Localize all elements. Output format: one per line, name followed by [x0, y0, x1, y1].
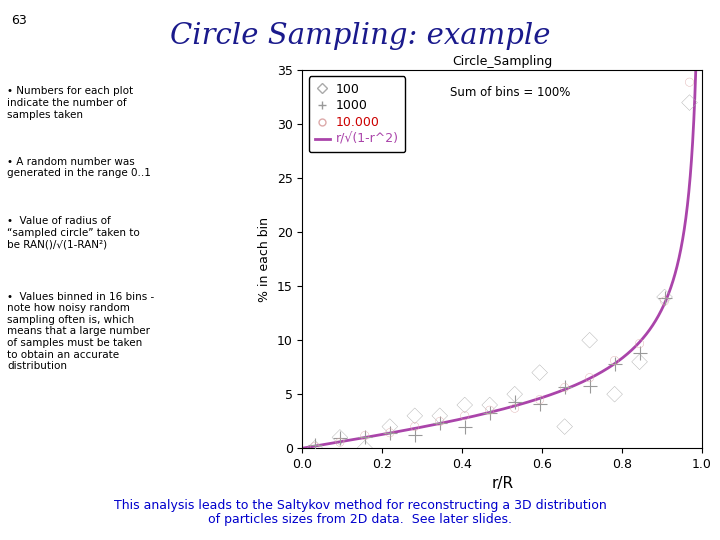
Point	[409, 411, 420, 420]
Point	[359, 444, 371, 453]
Point	[684, 42, 696, 51]
Point	[309, 444, 320, 453]
Point	[659, 294, 670, 302]
Point	[334, 438, 346, 447]
Point	[334, 433, 346, 442]
Legend: 100, 1000, 10.000, r/√(1-r^2): 100, 1000, 10.000, r/√(1-r^2)	[309, 77, 405, 152]
Point	[684, 78, 696, 86]
Point	[409, 431, 420, 440]
Text: • A random number was
generated in the range 0..1: • A random number was generated in the r…	[7, 157, 151, 178]
Text: Circle Sampling: example: Circle Sampling: example	[170, 22, 550, 50]
Point	[584, 336, 595, 345]
Point	[484, 406, 495, 415]
Point	[484, 401, 495, 409]
Point	[559, 422, 570, 431]
Text: • Numbers for each plot
indicate the number of
samples taken: • Numbers for each plot indicate the num…	[7, 86, 133, 119]
Y-axis label: % in each bin: % in each bin	[258, 217, 271, 302]
Point	[659, 293, 670, 301]
Point	[684, 98, 696, 107]
Point	[309, 441, 320, 449]
Text: •  Values binned in 16 bins -
note how noisy random
sampling often is, which
mea: • Values binned in 16 bins - note how no…	[7, 292, 155, 371]
Point	[309, 442, 320, 451]
Point	[609, 360, 621, 368]
Point	[384, 429, 395, 437]
Point	[334, 434, 346, 443]
Text: •  Value of radius of
“sampled circle” taken to
be RAN()/√(1-RAN²): • Value of radius of “sampled circle” ta…	[7, 216, 140, 249]
Point	[634, 357, 645, 366]
Point	[409, 422, 420, 431]
Point	[384, 422, 395, 431]
Point	[559, 383, 570, 392]
Point	[534, 395, 546, 404]
Point	[459, 401, 470, 409]
Point	[384, 428, 395, 437]
Point	[484, 408, 495, 417]
Point	[359, 433, 371, 442]
Point	[609, 390, 621, 399]
Point	[434, 419, 446, 428]
Title: Circle_Sampling: Circle_Sampling	[452, 55, 552, 68]
Point	[509, 390, 521, 399]
Point	[634, 339, 645, 348]
Text: Sum of bins = 100%: Sum of bins = 100%	[450, 86, 570, 99]
Point	[634, 349, 645, 357]
Text: This analysis leads to the Saltykov method for reconstructing a 3D distribution
: This analysis leads to the Saltykov meth…	[114, 498, 606, 526]
Point	[609, 356, 621, 365]
Point	[509, 397, 521, 406]
Point	[534, 400, 546, 408]
Point	[559, 382, 570, 391]
Point	[359, 431, 371, 440]
Point	[434, 417, 446, 426]
Point	[659, 296, 670, 305]
Point	[509, 404, 521, 413]
Point	[534, 368, 546, 377]
Point	[434, 411, 446, 420]
Point	[584, 381, 595, 390]
X-axis label: r/R: r/R	[491, 476, 513, 491]
Point	[459, 422, 470, 431]
Point	[584, 373, 595, 382]
Text: 63: 63	[11, 14, 27, 26]
Point	[459, 411, 470, 420]
